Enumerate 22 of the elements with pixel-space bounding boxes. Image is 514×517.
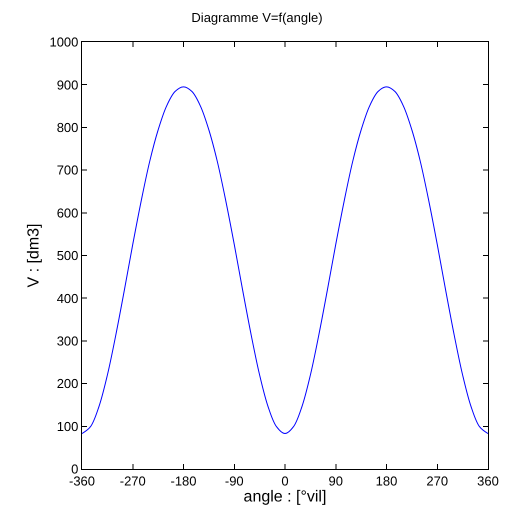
x-tick-label: 90 [328, 474, 343, 489]
y-tick-label: 100 [56, 418, 78, 434]
line-series [82, 86, 488, 434]
y-tick-label: 900 [56, 77, 78, 92]
y-tick-label: 500 [56, 248, 78, 264]
x-axis-title: angle : [°vil] [244, 488, 326, 506]
x-tick-label: -270 [120, 474, 146, 489]
y-tick-label: 600 [56, 205, 78, 220]
y-tick-label: 700 [56, 162, 78, 178]
y-axis-title: V : [dm3] [25, 223, 42, 288]
y-tick-label: 400 [56, 290, 78, 306]
y-tick-label: 800 [56, 120, 78, 135]
x-tick-label: 270 [426, 474, 448, 489]
y-tick-label: 200 [56, 376, 78, 392]
chart-title: Diagramme V=f(angle) [191, 10, 323, 26]
y-tick-label: 1000 [49, 34, 78, 50]
x-tick-label: 180 [376, 474, 398, 489]
x-tick-label: 360 [477, 474, 499, 489]
y-tick-label: 300 [56, 333, 78, 348]
x-tick-label: -180 [170, 474, 197, 489]
x-tick-label: -90 [224, 474, 244, 489]
x-tick-label: 0 [281, 474, 289, 489]
